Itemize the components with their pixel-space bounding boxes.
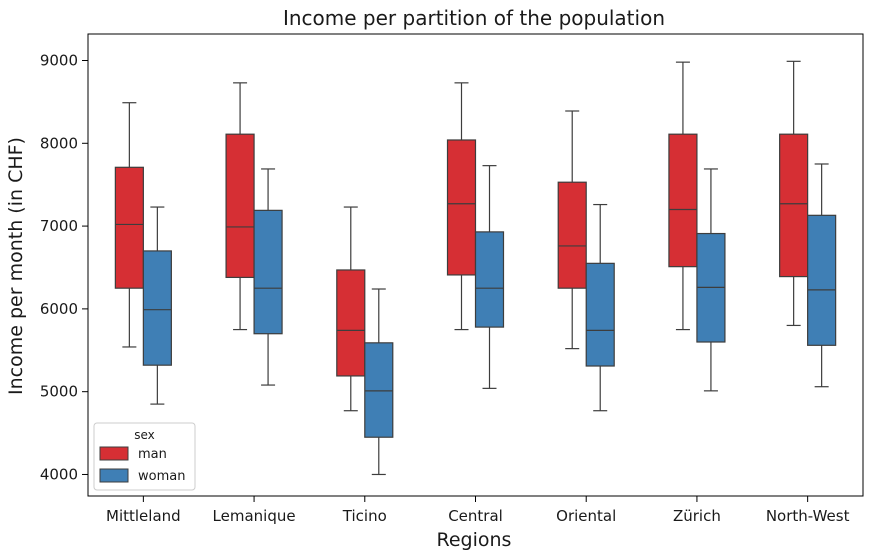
box-iqr bbox=[225, 133, 255, 279]
box-man-5 bbox=[668, 61, 698, 331]
box-man-4 bbox=[557, 110, 587, 350]
box-woman-0 bbox=[142, 206, 172, 405]
legend: sex man woman bbox=[93, 422, 196, 491]
box-man-6 bbox=[779, 60, 809, 327]
legend-swatch-man bbox=[99, 446, 129, 461]
box-man-2 bbox=[336, 206, 366, 412]
x-tick-label: Lemanique bbox=[213, 507, 296, 525]
box-woman-6 bbox=[807, 163, 837, 388]
box-woman-5 bbox=[696, 168, 726, 392]
box-man-1 bbox=[225, 82, 255, 331]
box-iqr bbox=[142, 250, 172, 366]
y-tick-label: 8000 bbox=[40, 134, 78, 152]
y-tick-label: 5000 bbox=[40, 383, 78, 401]
box-iqr bbox=[779, 133, 809, 278]
x-tick-label: Mittleland bbox=[106, 507, 181, 525]
box-iqr bbox=[807, 214, 837, 346]
box-iqr bbox=[668, 133, 698, 268]
legend-label-woman: woman bbox=[138, 469, 185, 484]
legend-swatch-woman bbox=[99, 468, 129, 483]
box-woman-2 bbox=[364, 288, 394, 476]
y-tick-label: 6000 bbox=[40, 300, 78, 318]
y-axis: 4000 5000 6000 7000 8000 9000 bbox=[40, 51, 88, 483]
box-iqr bbox=[253, 209, 283, 335]
x-tick-label: Oriental bbox=[556, 507, 616, 525]
y-tick-label: 4000 bbox=[40, 465, 78, 483]
x-axis-label: Regions bbox=[437, 529, 512, 551]
plot-area bbox=[87, 33, 864, 497]
box-iqr bbox=[474, 231, 505, 328]
x-tick-label: Zürich bbox=[673, 507, 721, 525]
legend-label-man: man bbox=[138, 447, 167, 462]
x-tick-label: Ticino bbox=[342, 507, 387, 525]
box-iqr bbox=[557, 181, 587, 289]
y-tick-label: 9000 bbox=[40, 51, 78, 69]
box-iqr bbox=[336, 269, 366, 377]
box-woman-1 bbox=[253, 168, 283, 386]
y-axis-label: Income per month (in CHF) bbox=[5, 137, 27, 395]
box-iqr bbox=[446, 139, 477, 276]
box-man-0 bbox=[114, 102, 144, 348]
y-tick-label: 7000 bbox=[40, 217, 78, 235]
box-woman-4 bbox=[585, 203, 615, 412]
x-axis: Mittleland Lemanique Ticino Central Oriental… bbox=[106, 496, 850, 525]
box-iqr bbox=[585, 262, 615, 367]
chart-title: Income per partition of the population bbox=[283, 6, 665, 30]
legend-title: sex bbox=[134, 428, 155, 442]
box-man-3 bbox=[446, 82, 477, 331]
box-iqr bbox=[114, 166, 144, 289]
x-tick-label: North-West bbox=[766, 507, 850, 525]
x-tick-label: Central bbox=[448, 507, 503, 525]
box-iqr bbox=[364, 342, 394, 438]
box-woman-3 bbox=[474, 165, 505, 389]
